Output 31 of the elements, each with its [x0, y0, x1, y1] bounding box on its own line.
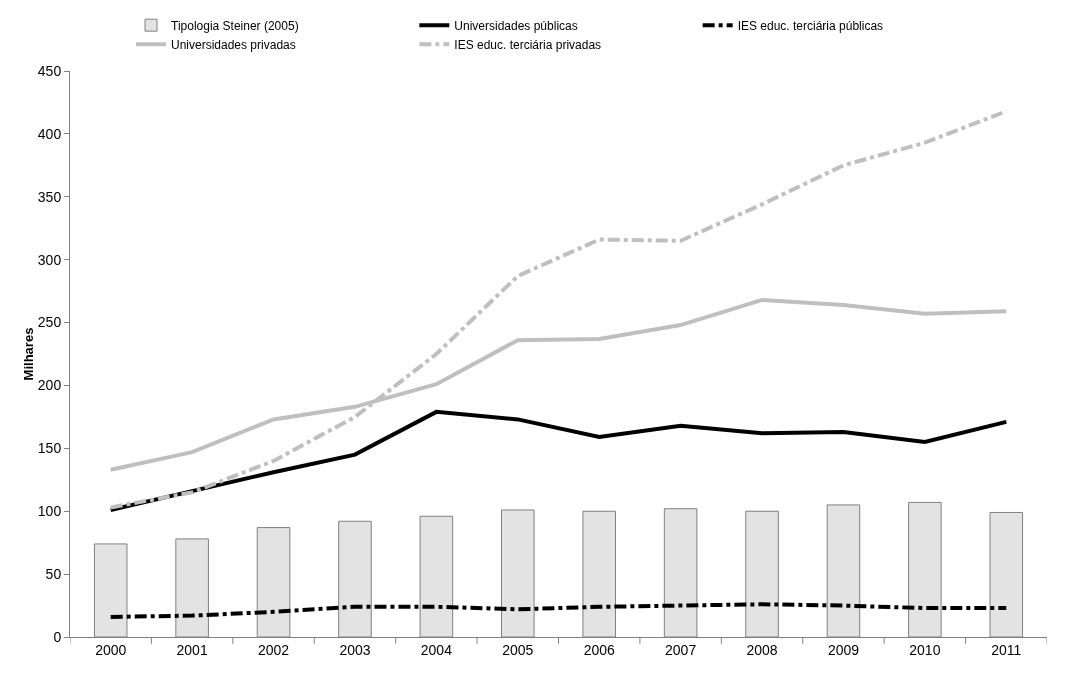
legend-label: IES educ. terciária públicas — [737, 18, 884, 33]
y-tick-label: 300 — [37, 251, 62, 268]
y-tick-label: 100 — [37, 503, 62, 520]
legend-label: Tipologia Steiner (2005) — [171, 18, 299, 33]
x-tick-label: 2006 — [583, 641, 615, 658]
x-tick-label: 2002 — [257, 641, 290, 658]
y-tick-label: 200 — [37, 377, 62, 394]
x-tick-label: 2003 — [339, 641, 371, 658]
x-tick-label: 2001 — [176, 641, 208, 658]
line-series — [108, 109, 1009, 510]
legend-label: IES educ. terciária privadas — [454, 37, 602, 52]
x-tick-label: 2008 — [746, 641, 778, 658]
x-tick-label: 2004 — [420, 641, 453, 658]
legend-label: Universidades públicas — [454, 18, 578, 33]
line-series — [108, 409, 1009, 512]
y-tick-label: 0 — [53, 628, 62, 645]
y-tick-label: 400 — [37, 125, 62, 142]
x-tick-label: 2005 — [502, 641, 534, 658]
x-tick-label: 2010 — [909, 641, 941, 658]
y-axis-title: Milhares — [20, 327, 36, 381]
legend-label: Universidades privadas — [171, 37, 296, 52]
x-tick-label: 2011 — [991, 641, 1022, 658]
y-tick-label: 250 — [37, 314, 62, 331]
line-series — [108, 602, 1009, 619]
y-tick-label: 50 — [45, 566, 62, 583]
y-tick-label: 150 — [37, 440, 62, 457]
x-tick-label: 2009 — [827, 641, 860, 658]
x-tick-label: 2000 — [95, 641, 127, 658]
x-tick-label: 2007 — [665, 641, 697, 658]
y-tick-label: 450 — [37, 62, 62, 79]
y-tick-label: 350 — [37, 188, 62, 205]
